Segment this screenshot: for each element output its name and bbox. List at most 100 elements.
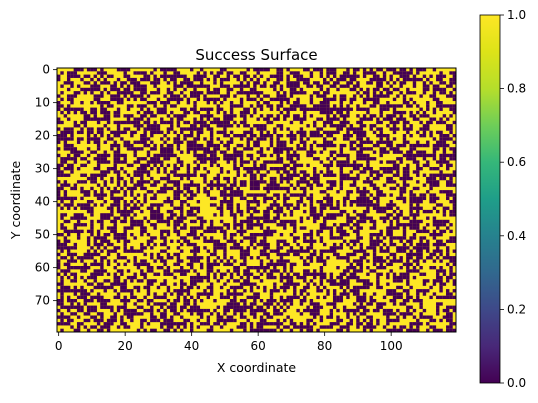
heatmap-cell: [346, 163, 350, 168]
heatmap-cell: [80, 196, 84, 201]
heatmap-cell: [319, 87, 324, 92]
heatmap-cell: [419, 289, 423, 293]
heatmap-cell: [409, 256, 413, 260]
heatmap-cell: [279, 176, 284, 181]
heatmap-cell: [176, 167, 181, 171]
heatmap-cell: [196, 97, 201, 102]
heatmap-cell: [66, 143, 71, 148]
heatmap-cell: [57, 137, 61, 141]
heatmap-cell: [283, 170, 287, 174]
heatmap-cell: [113, 110, 117, 115]
heatmap-cell: [246, 68, 250, 72]
heatmap-cell: [263, 213, 267, 217]
heatmap-cell: [73, 150, 78, 154]
heatmap-cell: [439, 74, 443, 78]
heatmap-cell: [432, 249, 437, 253]
heatmap-cell: [226, 140, 230, 144]
heatmap-cell: [276, 124, 280, 128]
heatmap-cell: [289, 167, 294, 171]
heatmap-cell: [80, 180, 84, 184]
heatmap-cell: [243, 124, 247, 128]
heatmap-cell: [392, 289, 397, 293]
heatmap-cell: [180, 206, 184, 210]
heatmap-cell: [86, 318, 91, 323]
heatmap-cell: [286, 196, 290, 201]
heatmap-cell: [116, 200, 121, 204]
heatmap-cell: [316, 302, 320, 306]
heatmap-cell: [416, 143, 420, 148]
heatmap-cell: [309, 312, 314, 316]
heatmap-cell: [362, 157, 367, 161]
heatmap-cell: [326, 200, 330, 204]
heatmap-cell: [176, 180, 181, 184]
heatmap-cell: [183, 186, 187, 191]
heatmap-cell: [190, 68, 194, 72]
heatmap-cell: [146, 266, 151, 270]
heatmap-cell: [153, 236, 157, 240]
heatmap-cell: [213, 262, 217, 267]
heatmap-cell: [110, 176, 114, 181]
heatmap-cell: [209, 143, 214, 148]
heatmap-cell: [73, 328, 78, 333]
heatmap-cell: [419, 94, 423, 98]
heatmap-cell: [366, 196, 370, 201]
heatmap-cell: [362, 68, 367, 72]
heatmap-cell: [449, 176, 453, 181]
heatmap-cell: [219, 190, 224, 194]
heatmap-cell: [120, 322, 124, 326]
heatmap-cell: [313, 213, 317, 217]
heatmap-cell: [116, 252, 121, 257]
heatmap-cell: [180, 203, 184, 207]
heatmap-cell: [83, 193, 87, 197]
heatmap-cell: [209, 229, 214, 234]
heatmap-cell: [259, 104, 264, 108]
heatmap-cell: [422, 196, 427, 201]
heatmap-cell: [186, 262, 191, 267]
heatmap-cell: [229, 200, 234, 204]
heatmap-cell: [449, 269, 453, 273]
heatmap-cell: [216, 117, 220, 121]
heatmap-cell: [309, 186, 314, 191]
heatmap-cell: [296, 97, 300, 102]
heatmap-cell: [236, 272, 240, 276]
heatmap-cell: [293, 114, 297, 118]
heatmap-cell: [449, 104, 453, 108]
heatmap-cell: [359, 163, 363, 168]
heatmap-cell: [57, 180, 61, 184]
heatmap-cell: [209, 114, 214, 118]
heatmap-cell: [342, 308, 347, 313]
heatmap-cell: [339, 246, 344, 250]
heatmap-cell: [323, 203, 327, 207]
heatmap-cell: [279, 160, 284, 164]
heatmap-cell: [100, 68, 104, 72]
heatmap-cell: [183, 81, 187, 85]
heatmap-cell: [449, 94, 453, 98]
heatmap-cell: [163, 312, 167, 316]
heatmap-cell: [86, 206, 91, 210]
heatmap-cell: [136, 299, 141, 303]
heatmap-cell: [166, 269, 171, 273]
heatmap-cell: [123, 120, 127, 125]
heatmap-cell: [303, 299, 307, 303]
heatmap-cell: [286, 203, 290, 207]
heatmap-cell: [216, 256, 220, 260]
heatmap-cell: [259, 97, 264, 102]
heatmap-cell: [176, 292, 181, 296]
heatmap-cell: [409, 262, 413, 267]
heatmap-cell: [313, 308, 317, 313]
heatmap-cell: [439, 223, 443, 227]
heatmap-cell: [442, 153, 447, 158]
heatmap-cell: [396, 308, 400, 313]
heatmap-cell: [409, 124, 413, 128]
heatmap-cell: [130, 120, 134, 125]
heatmap-cell: [206, 279, 211, 283]
heatmap-cell: [263, 322, 267, 326]
heatmap-cell: [396, 328, 400, 333]
heatmap-cell: [409, 110, 413, 115]
heatmap-cell: [83, 269, 87, 273]
heatmap-cell: [93, 110, 97, 115]
heatmap-cell: [203, 114, 207, 118]
heatmap-cell: [63, 262, 68, 267]
heatmap-cell: [166, 101, 171, 105]
heatmap-cell: [183, 269, 187, 273]
